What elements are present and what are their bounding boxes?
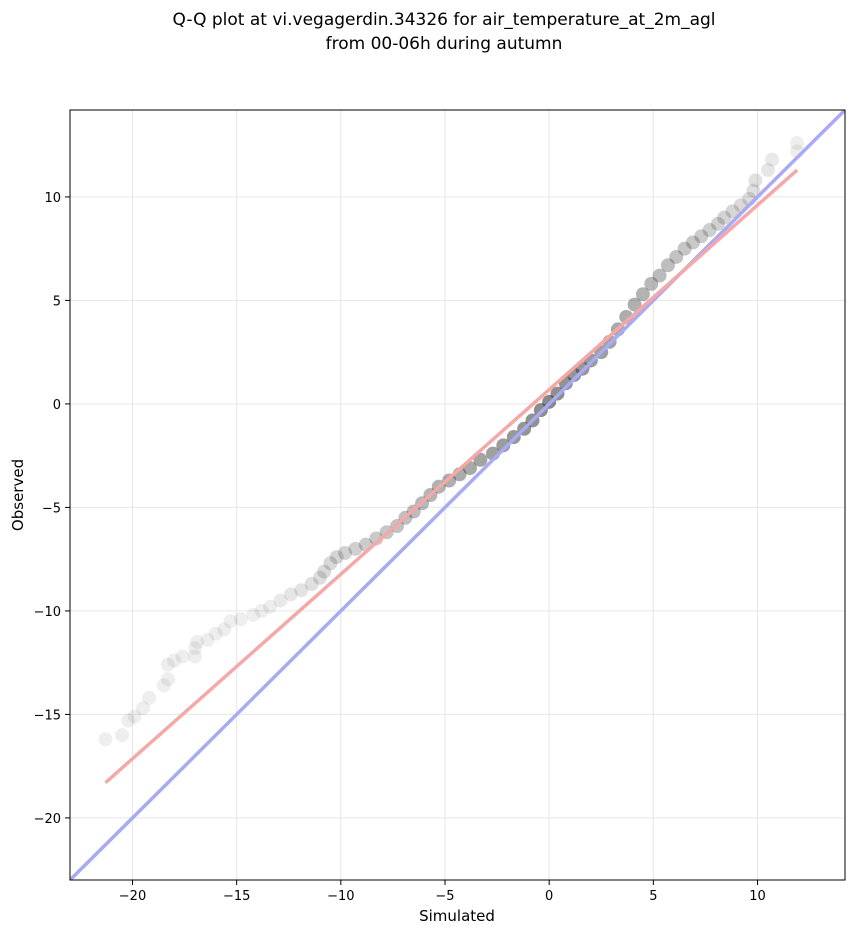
y-tick-label: 0: [53, 398, 61, 413]
quantile-point: [156, 678, 171, 693]
quantile-point: [223, 614, 238, 629]
quantile-point: [748, 173, 763, 188]
quantile-point: [710, 216, 725, 231]
quantile-points: [98, 136, 805, 747]
quantile-point: [263, 599, 277, 614]
x-tick-label: −20: [119, 889, 146, 904]
reference-lines: [70, 110, 845, 880]
quantile-point: [208, 626, 223, 641]
quantile-point: [760, 163, 775, 178]
x-tick-label: 10: [749, 889, 766, 904]
x-tick-label: 5: [649, 889, 657, 904]
quantile-point: [669, 249, 684, 264]
quantile-point: [765, 152, 780, 167]
chart-title-line-1: Q-Q plot at vi.vegagerdin.34326 for air_…: [172, 10, 715, 30]
quantile-point: [160, 672, 175, 687]
quantile-point: [115, 728, 130, 743]
plot-frame: [69, 109, 846, 881]
quantile-point: [660, 258, 675, 273]
quantile-point: [294, 583, 309, 598]
y-tick-label: 5: [53, 294, 61, 309]
x-tick-label: 0: [545, 889, 553, 904]
chart-title-line-2: from 00-06h during autumn: [326, 34, 563, 54]
fit-line: [104, 168, 799, 785]
quantile-point: [329, 550, 344, 565]
quantile-point: [348, 541, 363, 556]
quantile-point: [98, 732, 113, 747]
quantile-point: [313, 570, 327, 585]
quantile-point: [246, 608, 261, 623]
x-tick-label: −15: [223, 889, 250, 904]
quantile-point: [127, 709, 142, 724]
quantile-point: [273, 593, 288, 608]
y-tick-label: −15: [34, 708, 61, 723]
identity-line: [70, 110, 845, 880]
x-axis-label: Simulated: [419, 907, 495, 925]
quantile-point: [338, 545, 352, 560]
y-axis-ticks: −20 −15 −10 −5 0 5 10: [34, 191, 70, 827]
quantile-point: [135, 701, 150, 716]
quantile-point: [167, 653, 182, 668]
x-tick-label: −10: [327, 889, 354, 904]
x-tick-label: −5: [435, 889, 454, 904]
y-tick-label: −20: [34, 812, 61, 827]
y-axis-label: Observed: [9, 459, 27, 531]
quantile-point: [677, 241, 692, 256]
quantile-point: [188, 641, 202, 656]
y-tick-label: −10: [34, 605, 61, 620]
quantile-point: [142, 690, 157, 705]
quantile-point: [304, 577, 319, 592]
quantile-point: [725, 204, 740, 219]
quantile-point: [652, 268, 667, 283]
quantile-point: [160, 657, 175, 672]
quantile-point: [635, 287, 650, 302]
quantile-point: [317, 564, 332, 579]
quantile-point: [200, 632, 215, 647]
quantile-point: [627, 297, 642, 312]
quantile-point: [746, 183, 761, 198]
quantile-point: [323, 556, 338, 571]
quantile-point: [717, 210, 732, 225]
x-axis-ticks: −20 −15 −10 −5 0 5 10: [119, 880, 766, 904]
grid-lines: [70, 110, 845, 880]
quantile-point: [175, 649, 190, 664]
quantile-point: [217, 622, 232, 637]
quantile-point: [188, 649, 202, 664]
quantile-point: [644, 276, 659, 291]
quantile-point: [685, 235, 700, 250]
quantile-point: [283, 587, 298, 602]
quantile-point: [473, 452, 488, 467]
quantile-point: [233, 612, 248, 627]
quantile-point: [790, 136, 805, 151]
quantile-point: [496, 438, 511, 453]
quantile-point: [694, 229, 709, 244]
y-tick-label: 10: [44, 191, 61, 206]
y-tick-label: −5: [42, 501, 61, 516]
quantile-point: [121, 713, 136, 728]
quantile-point: [254, 603, 269, 618]
quantile-point: [702, 223, 717, 238]
quantile-point: [190, 634, 205, 649]
